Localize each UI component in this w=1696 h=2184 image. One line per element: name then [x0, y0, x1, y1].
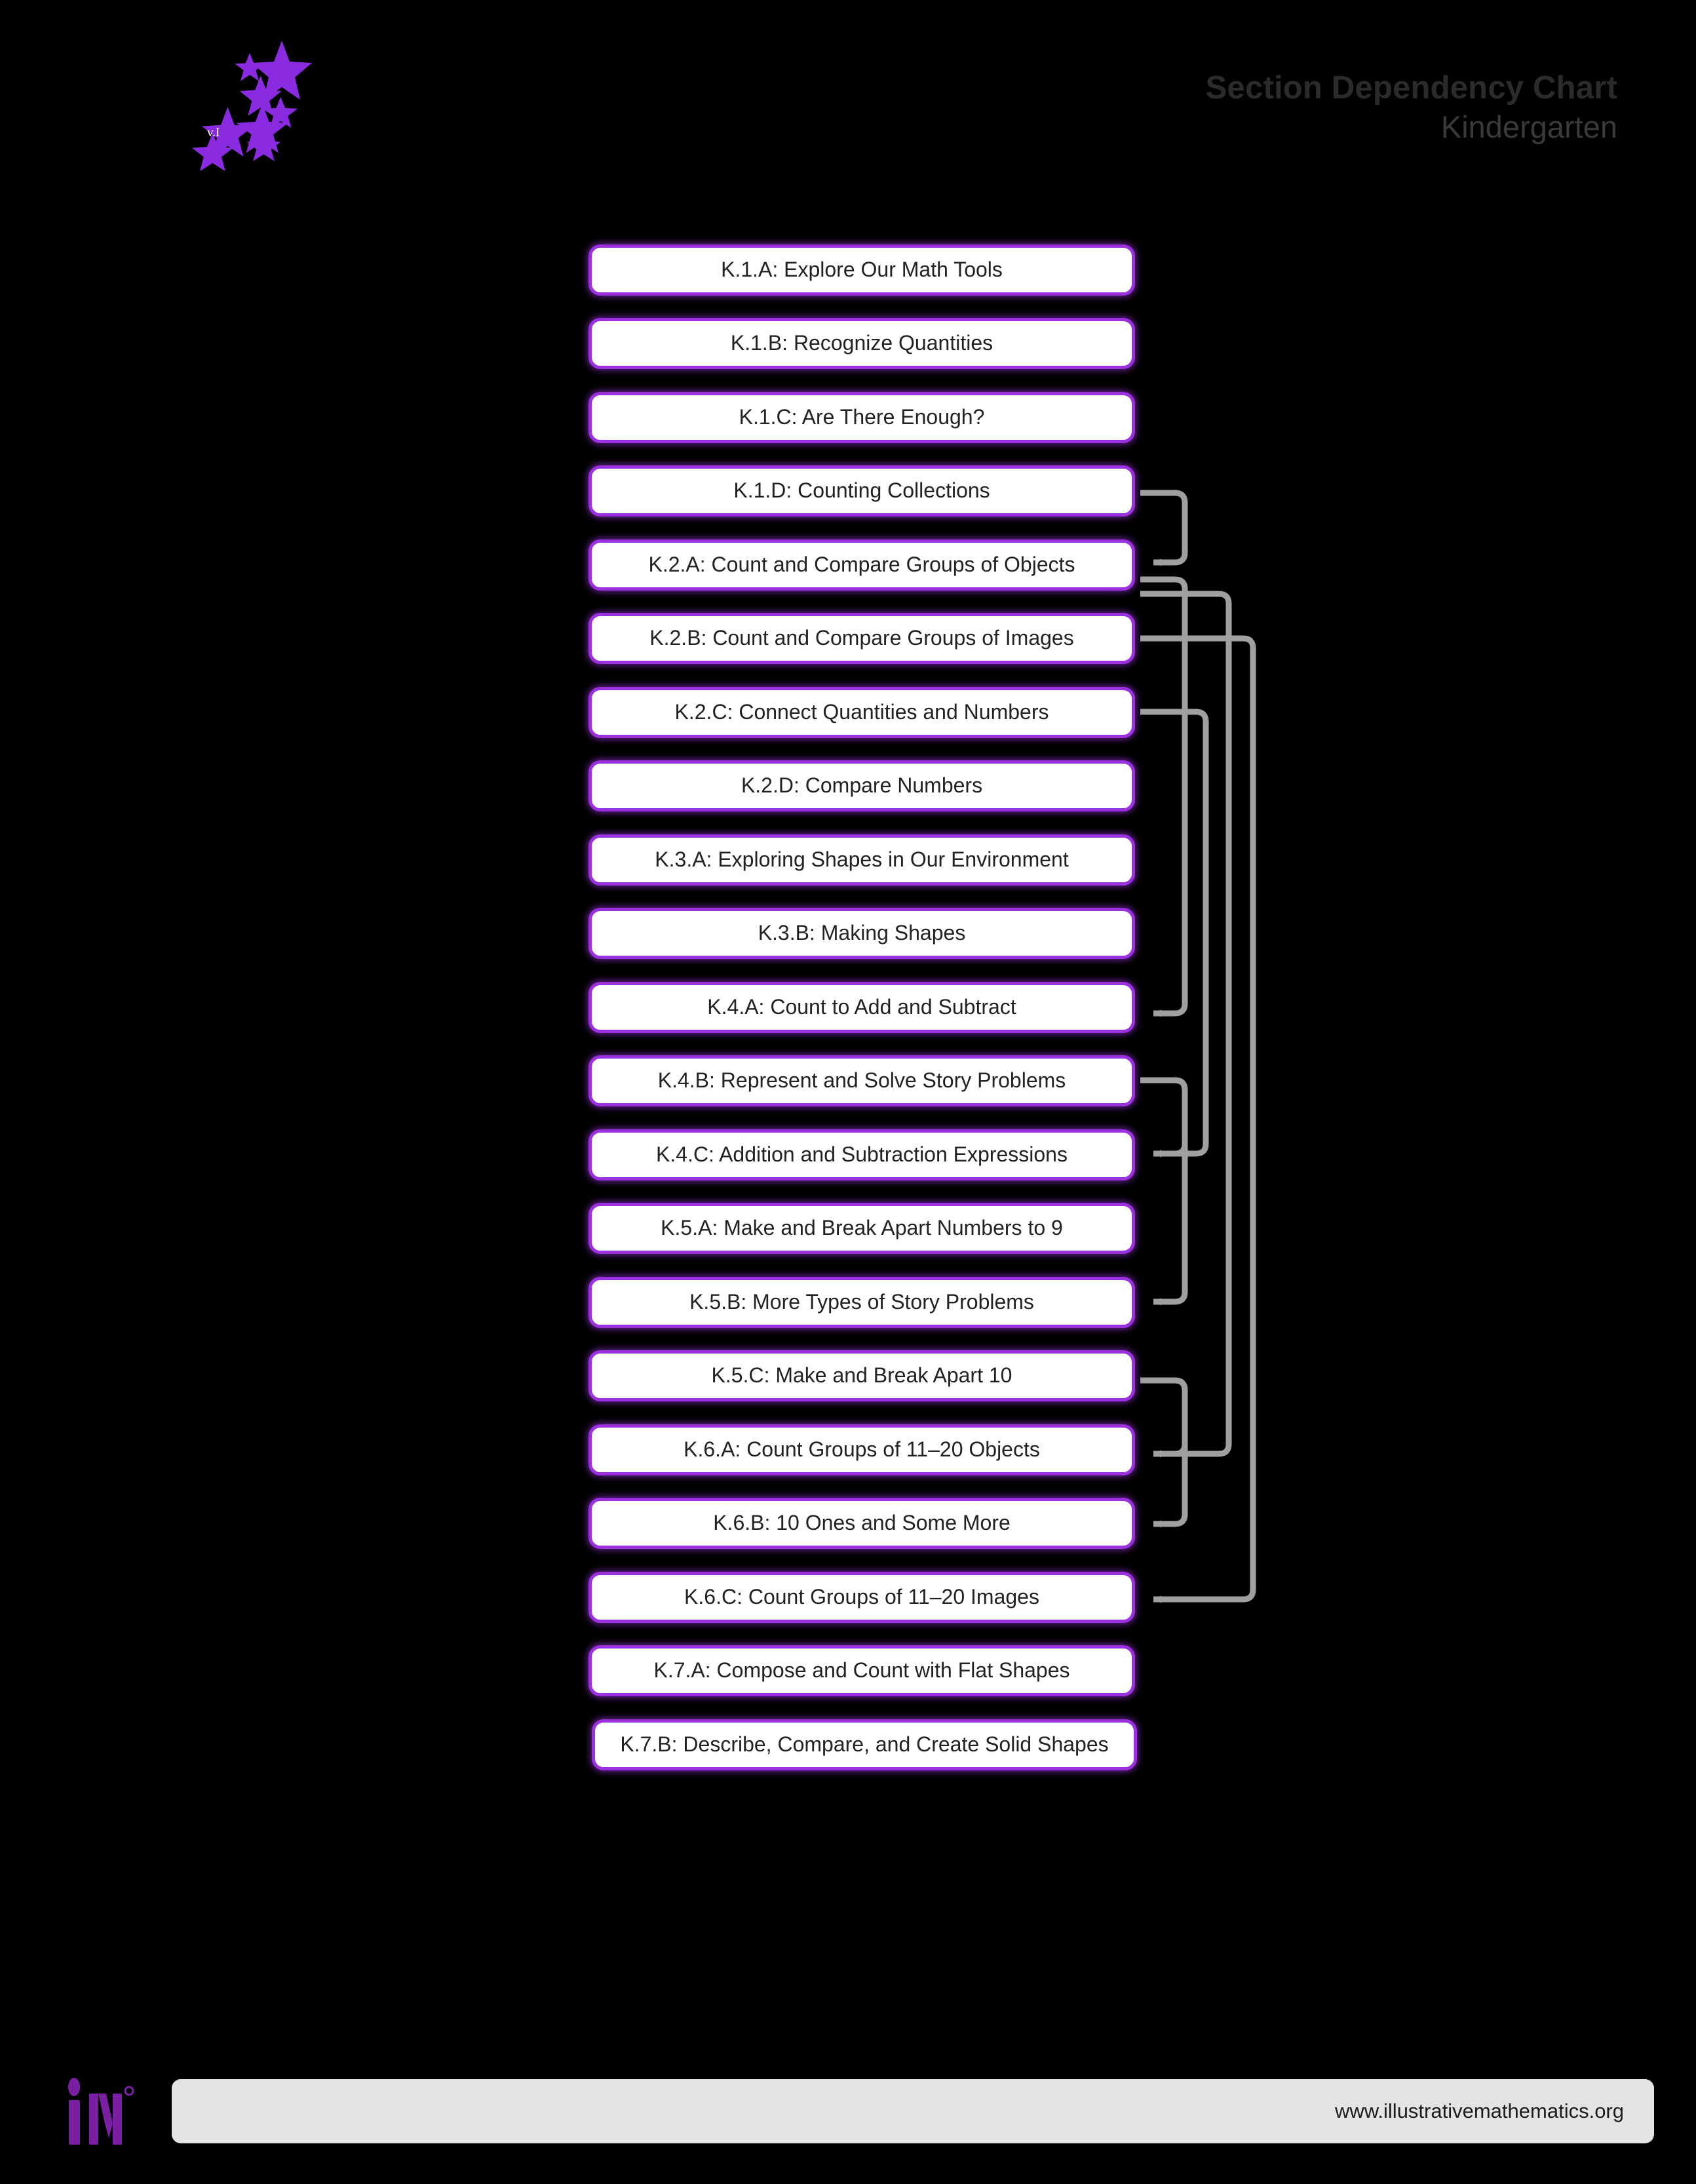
node-K-3-A[interactable]: K.3.A: Exploring Shapes in Our Environme…: [588, 834, 1135, 886]
node-K-1-A[interactable]: K.1.A: Explore Our Math Tools: [588, 244, 1135, 296]
edge-K2B-to-K6C: [1140, 635, 1256, 1603]
node-K-1-B[interactable]: K.1.B: Recognize Quantities: [588, 318, 1135, 369]
node-label: K.4.C: Addition and Subtraction Expressi…: [656, 1142, 1068, 1167]
node-K-5-A[interactable]: K.5.A: Make and Break Apart Numbers to 9: [588, 1203, 1135, 1254]
node-label: K.6.A: Count Groups of 11–20 Objects: [684, 1437, 1040, 1462]
edge-K1D-to-K2A: [1140, 490, 1188, 566]
node-label: K.3.A: Exploring Shapes in Our Environme…: [655, 848, 1069, 872]
node-K-5-C[interactable]: K.5.C: Make and Break Apart 10: [588, 1350, 1135, 1401]
node-label: K.4.A: Count to Add and Subtract: [707, 995, 1016, 1019]
node-label: K.2.A: Count and Compare Groups of Objec…: [648, 553, 1075, 577]
footer: www.illustrativemathematics.org: [0, 2046, 1696, 2184]
node-K-3-B[interactable]: K.3.B: Making Shapes: [588, 908, 1135, 959]
header-title-block: Section Dependency Chart Kindergarten: [1206, 71, 1617, 144]
node-label: K.4.B: Represent and Solve Story Problem…: [657, 1068, 1066, 1093]
edge-K4B-to-K5B: [1140, 1077, 1188, 1306]
edge-K4B-to-K4C: [1140, 1077, 1188, 1158]
node-K-1-D[interactable]: K.1.D: Counting Collections: [588, 465, 1135, 517]
edge-K2C-to-K4C: [1140, 709, 1209, 1158]
node-K-6-B[interactable]: K.6.B: 10 Ones and Some More: [588, 1498, 1135, 1549]
footer-bar: www.illustrativemathematics.org: [172, 2079, 1654, 2143]
node-label: K.6.C: Count Groups of 11–20 Images: [684, 1585, 1039, 1609]
node-label: K.6.B: 10 Ones and Some More: [713, 1511, 1011, 1535]
version-label: v.I: [207, 126, 220, 140]
node-label: K.1.B: Recognize Quantities: [730, 331, 993, 355]
node-K-4-C[interactable]: K.4.C: Addition and Subtraction Expressi…: [588, 1129, 1135, 1180]
edge-K5C-to-K6A: [1140, 1377, 1188, 1458]
node-K-7-B[interactable]: K.7.B: Describe, Compare, and Create Sol…: [592, 1719, 1137, 1770]
node-label: K.5.A: Make and Break Apart Numbers to 9: [661, 1216, 1063, 1240]
page-subtitle: Kindergarten: [1440, 109, 1617, 144]
edge-K5C-to-K6B: [1140, 1377, 1188, 1528]
edge-K2A-to-K6A: [1140, 591, 1232, 1458]
node-K-7-A[interactable]: K.7.A: Compose and Count with Flat Shape…: [588, 1645, 1135, 1696]
node-label: K.1.D: Counting Collections: [733, 478, 990, 503]
node-label: K.3.B: Making Shapes: [758, 921, 966, 945]
im-logo: [66, 2075, 144, 2147]
node-label: K.2.D: Compare Numbers: [741, 773, 983, 798]
edge-K2A-to-K4A: [1140, 576, 1188, 1017]
node-K-2-D[interactable]: K.2.D: Compare Numbers: [588, 760, 1135, 811]
node-K-5-B[interactable]: K.5.B: More Types of Story Problems: [588, 1277, 1135, 1328]
node-K-4-B[interactable]: K.4.B: Represent and Solve Story Problem…: [588, 1055, 1135, 1106]
node-label: K.1.C: Are There Enough?: [739, 405, 985, 429]
node-K-4-A[interactable]: K.4.A: Count to Add and Subtract: [588, 982, 1135, 1033]
node-K-2-A[interactable]: K.2.A: Count and Compare Groups of Objec…: [588, 539, 1135, 591]
node-K-6-A[interactable]: K.6.A: Count Groups of 11–20 Objects: [588, 1424, 1135, 1475]
node-label: K.2.B: Count and Compare Groups of Image…: [649, 626, 1074, 650]
node-K-6-C[interactable]: K.6.C: Count Groups of 11–20 Images: [588, 1572, 1135, 1623]
node-label: K.5.B: More Types of Story Problems: [689, 1290, 1034, 1314]
star-cluster-logo: [177, 39, 315, 170]
footer-url[interactable]: www.illustrativemathematics.org: [1334, 2099, 1624, 2122]
node-label: K.5.C: Make and Break Apart 10: [711, 1363, 1012, 1388]
page-title: Section Dependency Chart: [1205, 70, 1617, 106]
node-K-2-C[interactable]: K.2.C: Connect Quantities and Numbers: [588, 687, 1135, 738]
node-label: K.2.C: Connect Quantities and Numbers: [674, 700, 1049, 724]
node-K-2-B[interactable]: K.2.B: Count and Compare Groups of Image…: [588, 613, 1135, 664]
node-K-1-C[interactable]: K.1.C: Are There Enough?: [588, 392, 1135, 443]
node-label: K.1.A: Explore Our Math Tools: [721, 258, 1003, 282]
node-label: K.7.B: Describe, Compare, and Create Sol…: [620, 1732, 1109, 1757]
node-label: K.7.A: Compose and Count with Flat Shape…: [653, 1658, 1070, 1683]
